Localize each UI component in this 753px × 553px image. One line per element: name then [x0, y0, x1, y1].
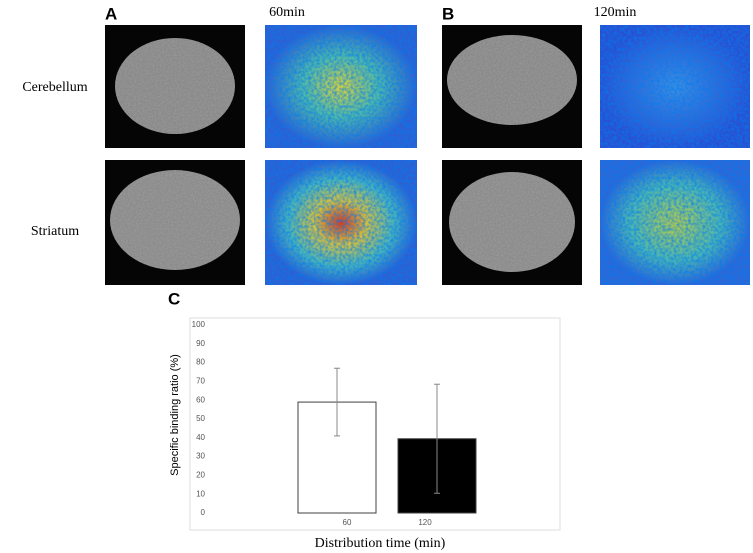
row-label: Striatum [31, 224, 79, 239]
y-tick-label: 20 [196, 471, 205, 480]
row-label: Cerebellum [22, 80, 87, 95]
x-tick-label: 60 [343, 518, 352, 527]
y-tick-label: 60 [196, 395, 205, 404]
y-tick-label: 0 [201, 508, 206, 517]
y-tick-label: 40 [196, 433, 205, 442]
x-axis-label: Distribution time (min) [315, 536, 446, 551]
y-tick-label: 70 [196, 377, 205, 386]
y-tick-label: 30 [196, 452, 205, 461]
image-panels [105, 25, 750, 285]
panel-label: B [442, 4, 454, 23]
y-tick-label: 80 [196, 358, 205, 367]
column-title: 120min [594, 5, 637, 20]
panel-label: A [105, 4, 117, 23]
y-tick-label: 90 [196, 339, 205, 348]
column-title: 60min [269, 5, 305, 20]
panel-label: C [168, 289, 180, 308]
y-tick-label: 50 [196, 414, 205, 423]
x-tick-label: 120 [418, 518, 432, 527]
y-axis-label: Specific binding ratio (%) [169, 354, 181, 476]
y-tick-label: 10 [196, 489, 205, 498]
plot-frame [189, 317, 561, 531]
y-tick-label: 100 [192, 320, 206, 329]
